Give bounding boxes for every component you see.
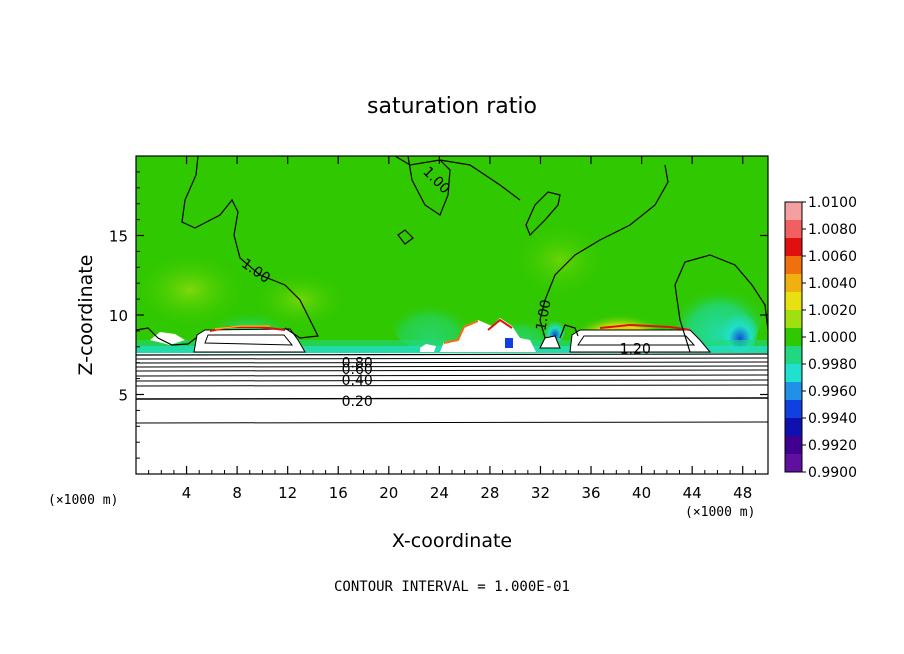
contour-label-text: 0.80 bbox=[342, 356, 373, 372]
colorbar-label: 1.0000 bbox=[808, 330, 857, 346]
contour-line bbox=[674, 254, 768, 353]
colorbar-swatch bbox=[785, 256, 802, 275]
contour-line bbox=[397, 229, 414, 245]
colorbar-label: 0.9920 bbox=[808, 438, 857, 454]
cloud-core bbox=[505, 338, 513, 348]
colorbar-label: 1.0020 bbox=[808, 303, 857, 319]
cloud-edge bbox=[487, 318, 513, 331]
contour-line bbox=[181, 156, 319, 339]
y-axis-label: Z-coordinate bbox=[75, 255, 97, 376]
colorbar-label: 1.0060 bbox=[808, 249, 857, 265]
colorbar-label: 1.0040 bbox=[808, 276, 857, 292]
cloud-edge bbox=[599, 323, 691, 331]
colorbar: 1.0100 1.0080 1.0060 1.0040 1.0020 1.0000 0.99… bbox=[784, 195, 857, 481]
y-tick-label: 5 bbox=[118, 387, 128, 405]
contour-line bbox=[559, 324, 579, 339]
x-tick-label: 12 bbox=[278, 484, 297, 502]
x-tick-label: 40 bbox=[632, 484, 651, 502]
contour-line bbox=[407, 156, 451, 216]
x-axis-label: X-coordinate bbox=[392, 530, 512, 552]
x-tick-label: 8 bbox=[232, 484, 242, 502]
contour-line bbox=[394, 156, 521, 201]
colorbar-swatch bbox=[785, 454, 802, 473]
colorbar-swatch bbox=[785, 274, 802, 293]
cloud-region bbox=[204, 334, 294, 346]
colorbar-swatch bbox=[785, 292, 802, 311]
colorbar-swatch bbox=[785, 328, 802, 347]
contour-line bbox=[136, 374, 768, 377]
colorbar-swatch bbox=[785, 364, 802, 383]
contour-label: 0.80 bbox=[342, 356, 373, 372]
field-lower bbox=[136, 353, 768, 474]
colorbar-swatch bbox=[785, 310, 802, 329]
x-tick-label: 16 bbox=[329, 484, 348, 502]
contour-line bbox=[136, 369, 768, 372]
colorbar-label: 1.0100 bbox=[808, 195, 857, 211]
contour-line bbox=[136, 361, 768, 364]
x-tick-label: 36 bbox=[581, 484, 600, 502]
contour-line bbox=[136, 357, 768, 360]
contour-label: 1.00 bbox=[533, 298, 554, 331]
colorbar-swatch bbox=[785, 400, 802, 419]
contour-interval-note: CONTOUR INTERVAL = 1.000E-01 bbox=[334, 579, 570, 595]
contour-line bbox=[539, 164, 669, 339]
x-tick-label: 28 bbox=[480, 484, 499, 502]
cloud-region bbox=[420, 344, 436, 352]
contour-line bbox=[136, 421, 768, 424]
chart-title: saturation ratio bbox=[367, 94, 537, 119]
field-patch bbox=[510, 220, 610, 300]
cloud-region bbox=[150, 332, 185, 345]
colorbar-label: 0.9960 bbox=[808, 384, 857, 400]
colorbar-swatch bbox=[785, 418, 802, 437]
y-tick-label: 10 bbox=[109, 307, 128, 325]
x-tick-label: 20 bbox=[379, 484, 398, 502]
y-axis: 5 10 15 bbox=[109, 171, 768, 459]
contour-line bbox=[136, 327, 197, 346]
contour-label: 0.40 bbox=[342, 373, 373, 389]
colorbar-swatch bbox=[785, 202, 802, 221]
contour-line bbox=[136, 353, 768, 356]
contour-label: 0.60 bbox=[342, 362, 373, 378]
contour-line bbox=[136, 384, 768, 387]
contour-label-text: 1.00 bbox=[533, 298, 554, 331]
x-tick-label: 4 bbox=[182, 484, 192, 502]
x-axis-units-right: (×1000 m) bbox=[685, 505, 755, 520]
cloud-edge bbox=[214, 325, 270, 330]
plot-area bbox=[136, 156, 768, 474]
colorbar-swatch bbox=[785, 238, 802, 257]
colorbar-swatch bbox=[785, 382, 802, 401]
colorbar-swatch bbox=[785, 346, 802, 365]
colorbar-label: 0.9940 bbox=[808, 411, 857, 427]
contour-label-text: 0.60 bbox=[342, 362, 373, 378]
contour-label: 1.20 bbox=[620, 341, 651, 357]
contour-label-text: 0.20 bbox=[342, 394, 373, 410]
colorbar-label: 1.0080 bbox=[808, 222, 857, 238]
cloud-region bbox=[577, 335, 696, 346]
x-tick-label: 24 bbox=[430, 484, 449, 502]
x-tick-label: 48 bbox=[733, 484, 752, 502]
contour-line bbox=[136, 365, 768, 368]
field-patch bbox=[545, 318, 565, 342]
contour-label-text: 1.20 bbox=[620, 341, 651, 357]
colorbar-label: 0.9900 bbox=[808, 465, 857, 481]
colorbar-swatch bbox=[785, 220, 802, 239]
contour-line bbox=[136, 397, 768, 400]
colorbar-swatch bbox=[785, 436, 802, 455]
field-patch bbox=[390, 290, 470, 350]
cloud-edge bbox=[443, 320, 479, 344]
contour-label-text: 0.40 bbox=[342, 373, 373, 389]
x-axis: 4 8 12 16 20 24 28 32 36 40 44 48 bbox=[148, 156, 756, 502]
contour-line bbox=[525, 191, 561, 237]
contour-line bbox=[136, 379, 768, 382]
x-axis-units-left: (×1000 m) bbox=[48, 493, 118, 508]
contour-labels: 1.001.001.001.200.800.600.400.20 bbox=[238, 164, 651, 410]
y-tick-label: 15 bbox=[109, 228, 128, 246]
x-tick-label: 32 bbox=[531, 484, 550, 502]
cloud-region bbox=[539, 335, 561, 349]
x-tick-label: 44 bbox=[683, 484, 702, 502]
contour-label: 0.20 bbox=[342, 394, 373, 410]
colorbar-label: 0.9980 bbox=[808, 357, 857, 373]
